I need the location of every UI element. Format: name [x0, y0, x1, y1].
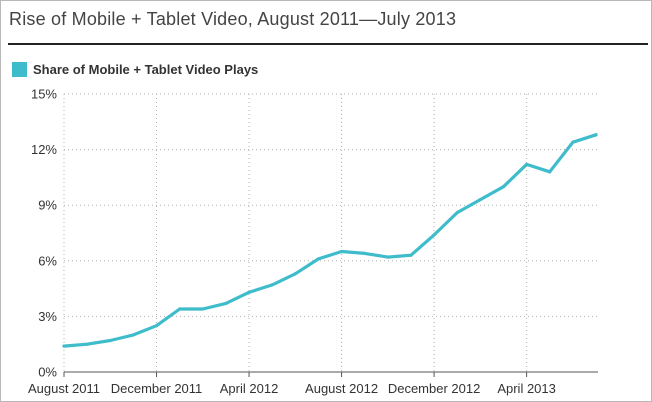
x-axis-tick-labels: August 2011 December 2011 April 2012 August…: [28, 381, 556, 396]
data-point: [154, 324, 159, 328]
data-point: [339, 249, 344, 254]
data-point: [525, 162, 529, 167]
y-tick-label: 3%: [38, 309, 57, 324]
x-tick-label: April 2013: [497, 381, 556, 396]
x-tick-label: August 2012: [305, 381, 378, 396]
data-point: [594, 133, 598, 137]
data-point: [247, 290, 251, 294]
y-tick-label: 6%: [38, 253, 57, 268]
data-point: [131, 333, 135, 337]
data-point: [270, 283, 274, 287]
y-tick-label: 9%: [38, 198, 57, 213]
data-point: [571, 140, 575, 144]
data-point: [409, 253, 413, 257]
y-tick-label: 12%: [31, 142, 57, 157]
y-axis-tick-labels: 0% 3% 6% 9% 12% 15%: [31, 87, 57, 380]
legend-swatch: [12, 62, 27, 77]
data-point: [62, 344, 66, 348]
data-point: [501, 185, 506, 189]
series-line: [62, 133, 598, 348]
x-tick-label: December 2012: [388, 381, 481, 396]
gridlines: [63, 93, 598, 377]
data-point: [108, 338, 112, 343]
chart-title: Rise of Mobile + Tablet Video, August 20…: [9, 9, 457, 29]
legend-label: Share of Mobile + Tablet Video Plays: [33, 62, 259, 77]
legend: Share of Mobile + Tablet Video Plays: [12, 62, 258, 77]
data-point: [316, 257, 321, 261]
x-tick-label: April 2012: [220, 381, 279, 396]
data-point: [224, 301, 228, 306]
y-tick-label: 15%: [31, 87, 57, 102]
title-divider: [8, 43, 648, 45]
data-point: [432, 233, 436, 237]
data-point: [363, 251, 367, 255]
data-point: [548, 170, 552, 174]
data-point: [455, 211, 459, 215]
data-point: [478, 198, 482, 202]
x-tick-label: August 2011: [28, 381, 100, 396]
data-point: [386, 255, 390, 259]
data-point: [85, 342, 89, 346]
x-tick-label: December 2011: [111, 381, 203, 396]
series-layer: [62, 133, 598, 348]
data-point: [201, 307, 205, 311]
data-point: [178, 307, 182, 311]
y-tick-label: 0%: [38, 365, 57, 380]
data-point: [293, 272, 297, 276]
